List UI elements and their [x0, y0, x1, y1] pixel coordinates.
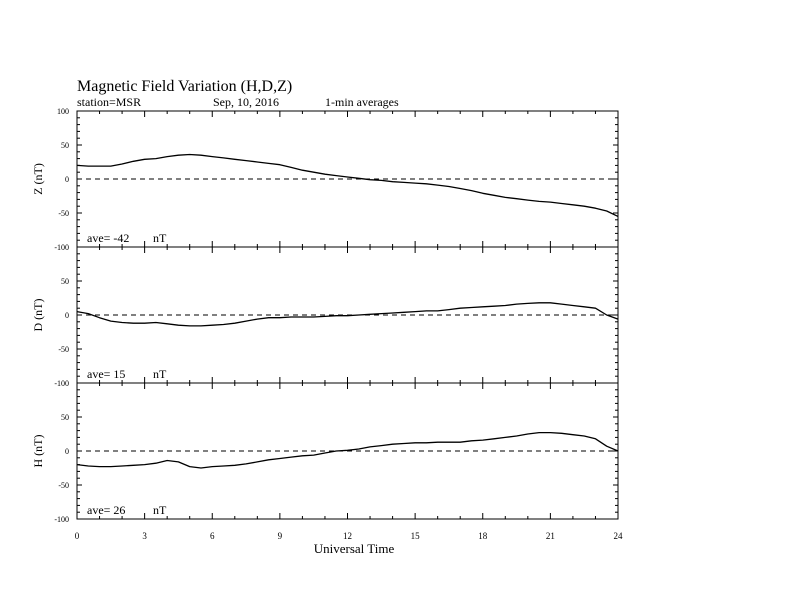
panel-z: 100 50 0 -50 -100 Z (nT) ave= -42 nT	[31, 107, 619, 252]
x-tick-label: 9	[278, 531, 283, 541]
x-tick-label: 24	[614, 531, 624, 541]
panels-group: 100 50 0 -50 -100 Z (nT) ave= -42 nT 50 0 -50 -100 D…	[31, 107, 619, 524]
average-unit: nT	[153, 231, 167, 245]
x-tick-label: 6	[210, 531, 215, 541]
averaging-label: 1-min averages	[325, 95, 399, 109]
x-tick-label: 21	[546, 531, 555, 541]
average-label: ave= 15	[87, 367, 125, 381]
panel-h: 50 0 -50 -100 H (nT) ave= 26 nT	[31, 382, 619, 524]
x-axis-label: Universal Time	[314, 541, 395, 556]
y-tick-label: -100	[54, 379, 69, 388]
date-label: Sep, 10, 2016	[213, 95, 279, 109]
x-tick-label: 3	[142, 531, 147, 541]
x-axis: 0 3 6 9 12 15 18 21 24	[75, 531, 623, 541]
y-tick-label: 50	[61, 141, 69, 150]
station-label: station=MSR	[77, 95, 141, 109]
average-label: ave= 26	[87, 503, 125, 517]
y-tick-label: 0	[65, 447, 69, 456]
y-tick-label: -100	[54, 515, 69, 524]
x-tick-label: 0	[75, 531, 80, 541]
y-axis-label: H (nT)	[31, 435, 45, 468]
x-tick-label: 18	[478, 531, 488, 541]
y-tick-label: 50	[61, 413, 69, 422]
y-tick-label: 0	[65, 175, 69, 184]
average-unit: nT	[153, 503, 167, 517]
y-tick-label: -50	[58, 481, 69, 490]
panel-d: 50 0 -50 -100 D (nT) ave= 15 nT	[31, 246, 619, 388]
y-tick-label: -50	[58, 209, 69, 218]
trace-z	[76, 153, 619, 217]
chart-title: Magnetic Field Variation (H,D,Z)	[77, 78, 292, 95]
y-axis-label: D (nT)	[31, 299, 45, 332]
y-tick-label: 0	[65, 311, 69, 320]
y-tick-label: -100	[54, 243, 69, 252]
x-tick-label: 15	[411, 531, 421, 541]
average-label: ave= -42	[87, 231, 129, 245]
trace-h	[76, 431, 619, 469]
trace-d	[76, 302, 619, 327]
y-axis-label: Z (nT)	[31, 163, 45, 195]
y-tick-label: 50	[61, 277, 69, 286]
y-tick-label: -50	[58, 345, 69, 354]
x-tick-label: 12	[343, 531, 352, 541]
y-tick-label: 100	[57, 107, 69, 116]
average-unit: nT	[153, 367, 167, 381]
